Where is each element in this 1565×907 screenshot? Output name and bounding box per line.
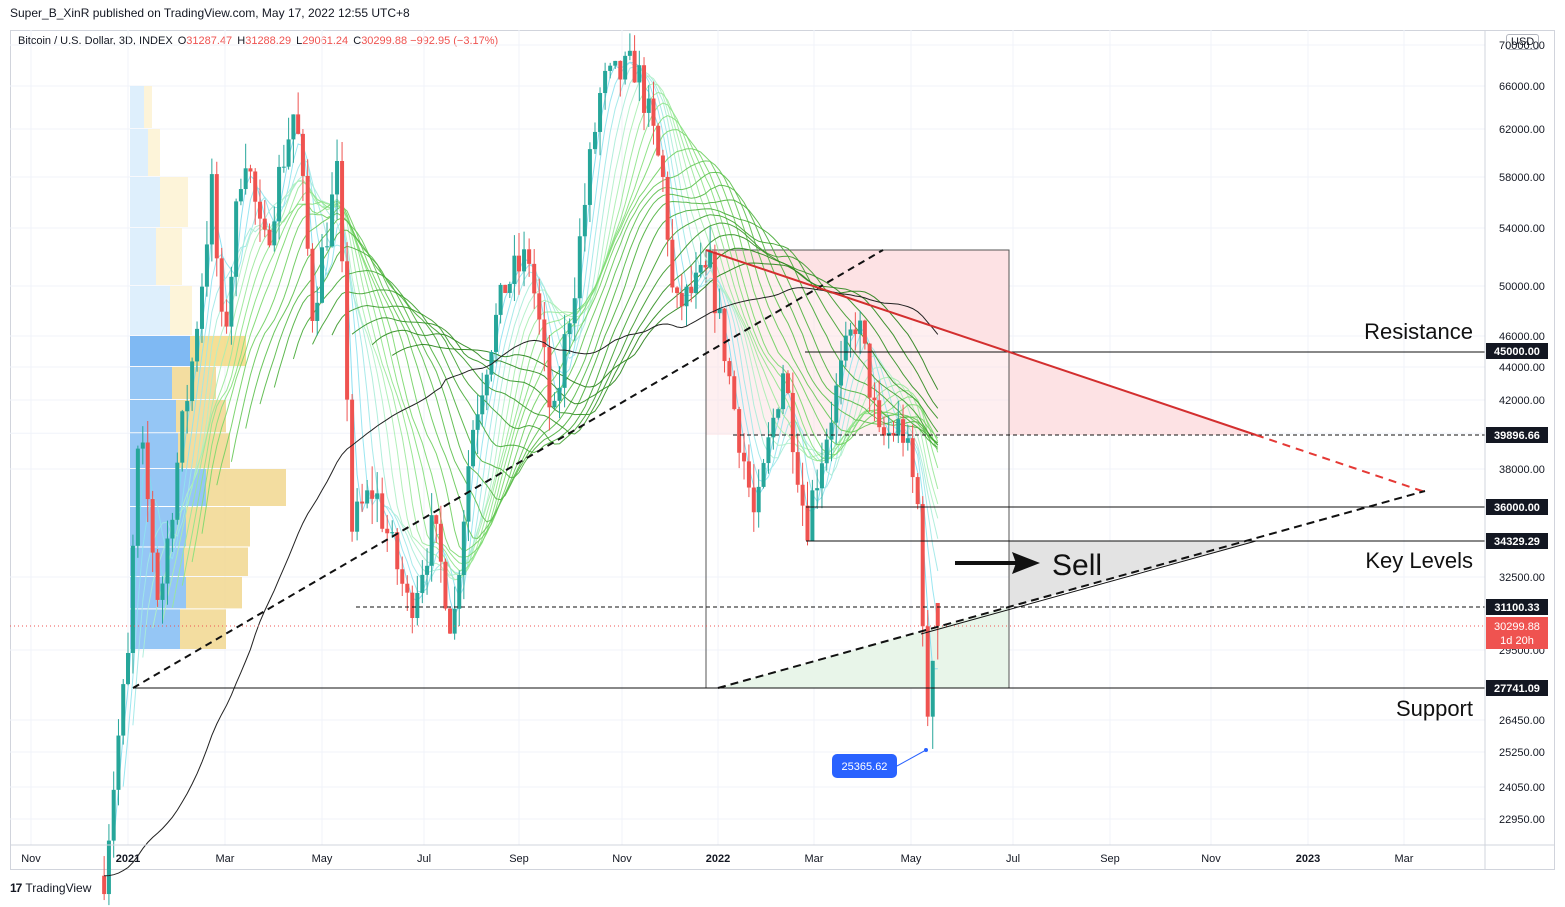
change-value: −992.95 (−3.17%): [410, 35, 499, 47]
currency-button[interactable]: USD: [1506, 34, 1540, 50]
symbol-legend: Bitcoin / U.S. Dollar, 3D, INDEX O31287.…: [18, 35, 498, 47]
high-label: H: [237, 35, 246, 47]
high-value: 31288.29: [245, 35, 292, 47]
low-value: 29061.24: [302, 35, 349, 47]
chart-frame: [10, 30, 1555, 870]
candle-body: [102, 875, 107, 895]
footer: 17 TradingView: [10, 881, 91, 895]
open-label: O: [177, 35, 187, 47]
footer-brand[interactable]: TradingView: [25, 881, 92, 895]
open-value: 31287.47: [186, 35, 233, 47]
tradingview-logo-icon[interactable]: 17: [10, 881, 22, 895]
close-value: 30299.88: [361, 35, 408, 47]
publisher-line: Super_B_XinR published on TradingView.co…: [10, 6, 410, 20]
close-label: C: [353, 35, 362, 47]
low-label: L: [296, 35, 303, 47]
symbol-name[interactable]: Bitcoin / U.S. Dollar, 3D, INDEX: [18, 35, 173, 47]
